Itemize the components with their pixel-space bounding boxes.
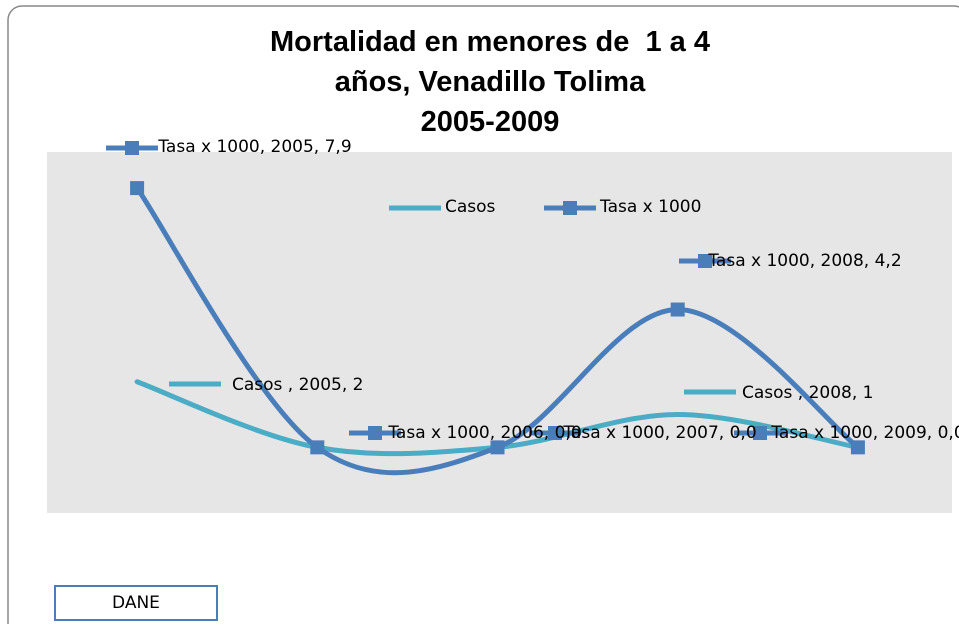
legend-key-marker xyxy=(548,426,562,440)
legend-label: Tasa x 1000 xyxy=(600,197,702,217)
chart-title: Mortalidad en menores de 1 a 4 xyxy=(270,26,710,58)
data-label: Casos , 2005, 2 xyxy=(232,375,364,395)
marker xyxy=(310,440,325,455)
data-label: Tasa x 1000, 2005, 7,9 xyxy=(158,137,352,157)
legend-label: Casos xyxy=(445,197,496,217)
data-label: Tasa x 1000, 2006, 0,0 xyxy=(388,423,582,443)
data-label: Tasa x 1000, 2008, 4,2 xyxy=(708,251,902,271)
data-label: Tasa x 1000, 2009, 0,0 xyxy=(771,423,959,443)
data-label: Tasa x 1000, 2007, 0,0 xyxy=(563,423,757,443)
legend-key-marker xyxy=(753,426,767,440)
legend-key-marker xyxy=(125,141,139,155)
plot-area xyxy=(47,152,952,513)
legend-key-marker xyxy=(563,201,577,215)
legend-key-marker xyxy=(698,254,712,268)
marker xyxy=(130,181,145,196)
source-box: DANE xyxy=(54,585,218,621)
marker xyxy=(670,302,685,317)
chart-title: 2005-2009 xyxy=(420,106,560,138)
marker xyxy=(850,440,865,455)
marker xyxy=(490,440,505,455)
chart-title: años, Venadillo Tolima xyxy=(334,66,646,98)
legend-key-marker xyxy=(368,426,382,440)
data-label: Casos , 2008, 1 xyxy=(742,383,874,403)
